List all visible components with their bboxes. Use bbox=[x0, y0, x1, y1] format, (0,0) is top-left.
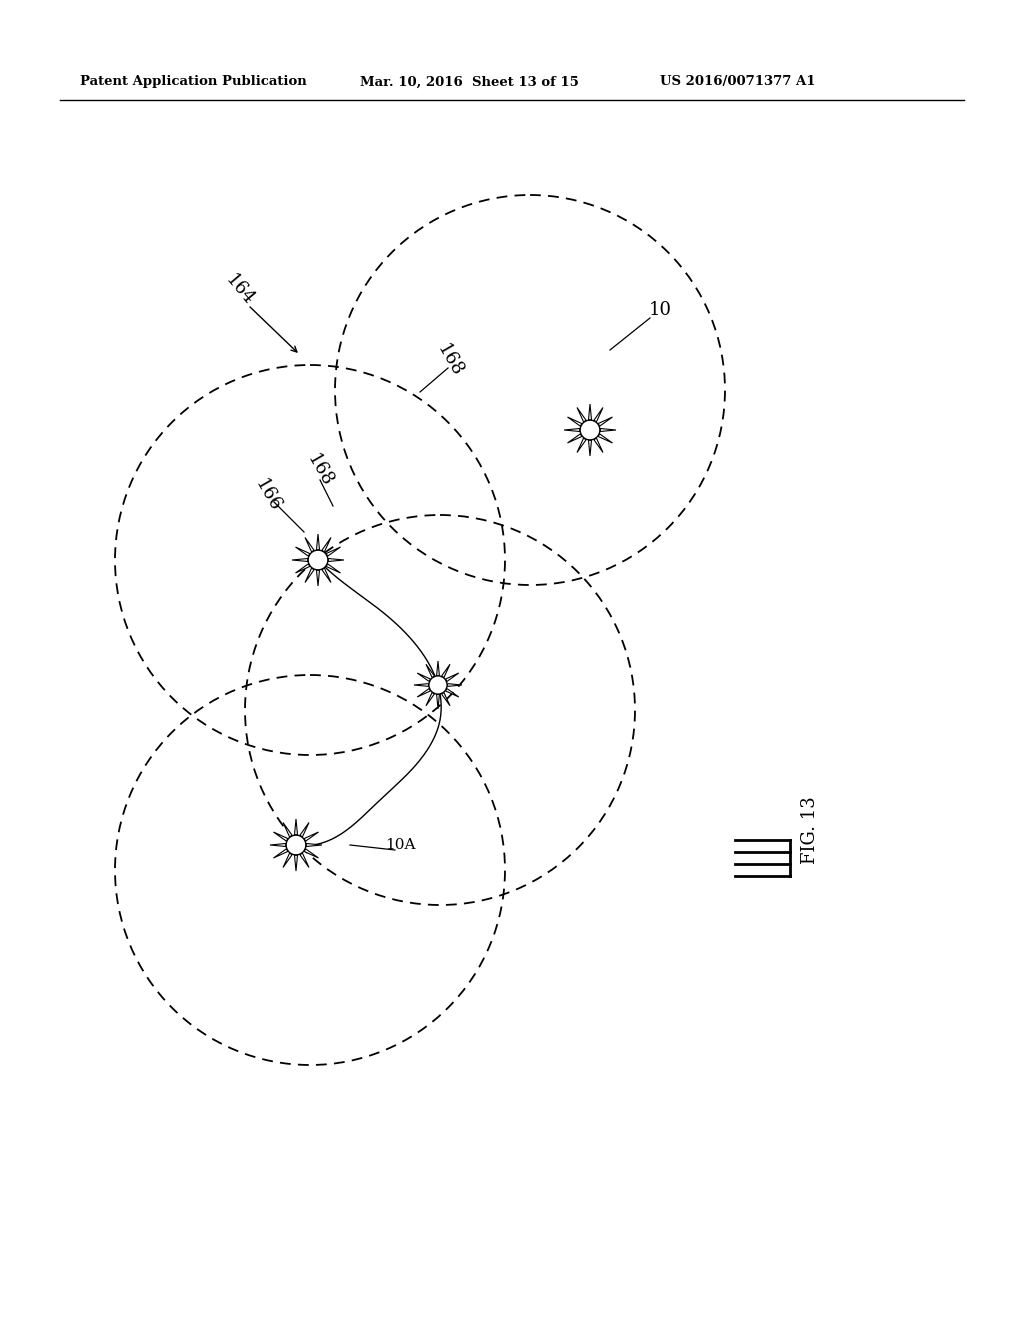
Polygon shape bbox=[329, 558, 344, 561]
Polygon shape bbox=[567, 417, 582, 426]
Text: 164: 164 bbox=[222, 271, 258, 309]
Polygon shape bbox=[300, 822, 309, 837]
Polygon shape bbox=[304, 849, 318, 858]
Polygon shape bbox=[322, 537, 331, 552]
Text: 10: 10 bbox=[648, 301, 672, 319]
Polygon shape bbox=[414, 684, 428, 686]
Polygon shape bbox=[296, 546, 310, 556]
Polygon shape bbox=[295, 818, 298, 834]
Polygon shape bbox=[567, 434, 582, 444]
Polygon shape bbox=[417, 689, 430, 697]
Polygon shape bbox=[296, 564, 310, 573]
Polygon shape bbox=[441, 664, 450, 677]
Polygon shape bbox=[305, 568, 314, 582]
Polygon shape bbox=[273, 832, 288, 841]
Polygon shape bbox=[447, 684, 462, 686]
Text: FIG. 13: FIG. 13 bbox=[801, 796, 819, 863]
Polygon shape bbox=[327, 546, 341, 556]
Polygon shape bbox=[283, 853, 292, 867]
Polygon shape bbox=[417, 673, 430, 681]
Polygon shape bbox=[304, 832, 318, 841]
Polygon shape bbox=[316, 570, 319, 586]
Polygon shape bbox=[594, 408, 603, 422]
Polygon shape bbox=[295, 855, 298, 871]
Polygon shape bbox=[600, 429, 616, 432]
Polygon shape bbox=[322, 568, 331, 582]
Circle shape bbox=[429, 676, 447, 694]
Polygon shape bbox=[594, 438, 603, 453]
Polygon shape bbox=[564, 429, 580, 432]
Polygon shape bbox=[577, 438, 586, 453]
Circle shape bbox=[581, 420, 600, 440]
Polygon shape bbox=[436, 661, 439, 676]
Polygon shape bbox=[441, 693, 450, 706]
Polygon shape bbox=[327, 564, 341, 573]
Text: US 2016/0071377 A1: US 2016/0071377 A1 bbox=[660, 75, 815, 88]
Polygon shape bbox=[305, 537, 314, 552]
Text: Patent Application Publication: Patent Application Publication bbox=[80, 75, 307, 88]
Circle shape bbox=[286, 836, 306, 855]
Text: 10A: 10A bbox=[385, 838, 416, 851]
Polygon shape bbox=[306, 843, 322, 846]
Polygon shape bbox=[426, 693, 434, 706]
Polygon shape bbox=[316, 535, 319, 549]
Text: 168: 168 bbox=[303, 450, 337, 490]
Polygon shape bbox=[283, 822, 292, 837]
Circle shape bbox=[308, 550, 328, 570]
Polygon shape bbox=[273, 849, 288, 858]
Polygon shape bbox=[445, 689, 459, 697]
Text: Mar. 10, 2016  Sheet 13 of 15: Mar. 10, 2016 Sheet 13 of 15 bbox=[360, 75, 579, 88]
Polygon shape bbox=[300, 853, 309, 867]
Polygon shape bbox=[270, 843, 286, 846]
Polygon shape bbox=[589, 404, 592, 420]
Polygon shape bbox=[589, 441, 592, 455]
Polygon shape bbox=[577, 408, 586, 422]
Polygon shape bbox=[598, 434, 612, 444]
Text: 166: 166 bbox=[252, 475, 285, 515]
Polygon shape bbox=[426, 664, 434, 677]
Polygon shape bbox=[598, 417, 612, 426]
Polygon shape bbox=[292, 558, 308, 561]
Text: 168: 168 bbox=[433, 341, 466, 379]
Polygon shape bbox=[445, 673, 459, 681]
Polygon shape bbox=[436, 694, 439, 709]
